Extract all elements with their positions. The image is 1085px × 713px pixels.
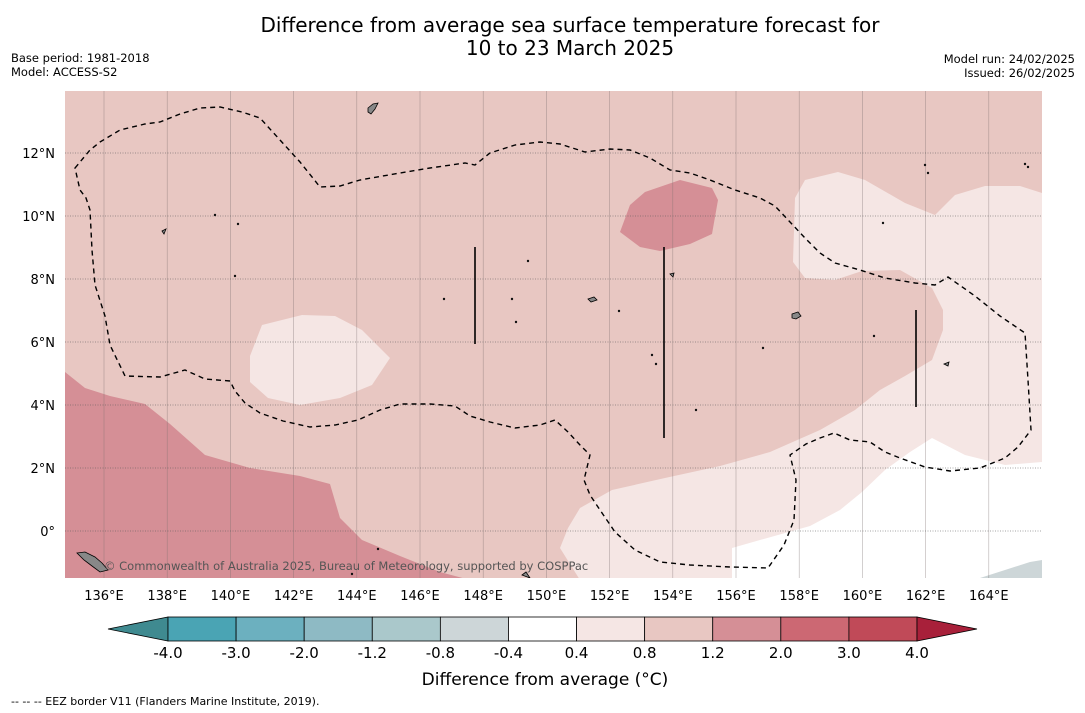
base-period-text: Base period: 1981-2018 — [11, 51, 150, 65]
longitude-label: 140°E — [211, 589, 251, 604]
legend-tick-label: -2.0 — [290, 644, 319, 662]
anomaly-light-region-west — [250, 315, 390, 405]
map-gridlines — [65, 91, 1042, 578]
longitude-label: 160°E — [843, 589, 883, 604]
longitude-label: 144°E — [337, 589, 377, 604]
latitude-label: 8°N — [31, 273, 56, 288]
longitude-label: 146°E — [400, 589, 440, 604]
legend-tick-label: -1.2 — [358, 644, 387, 662]
latitude-label: 2°N — [31, 462, 56, 477]
title-line-1: Difference from average sea surface temp… — [260, 13, 880, 37]
longitude-label: 148°E — [463, 589, 503, 604]
base-period-info: Base period: 1981-2018 Model: ACCESS-S2 — [11, 51, 150, 79]
legend-tick-label: -3.0 — [221, 644, 250, 662]
title-line-2: 10 to 23 March 2025 — [465, 36, 675, 60]
legend-color-segment — [848, 616, 918, 642]
longitude-axis-labels: 136°E 138°E 140°E 142°E 144°E 146°E 148°E 150°E… — [84, 589, 1008, 604]
longitude-label: 150°E — [527, 589, 567, 604]
copyright-credit: © Commonwealth of Australia 2025, Bureau… — [104, 559, 588, 573]
model-run-info: Model run: 24/02/2025 Issued: 26/02/2025 — [944, 52, 1075, 80]
longitude-label: 164°E — [969, 589, 1009, 604]
issued-text: Issued: 26/02/2025 — [964, 66, 1075, 80]
longitude-label: 162°E — [906, 589, 946, 604]
legend-tick-label: 3.0 — [837, 644, 861, 662]
legend-color-segment — [576, 616, 646, 642]
legend-color-segment — [235, 616, 305, 642]
anomaly-warm-region-southwest — [65, 372, 463, 578]
longitude-label: 152°E — [590, 589, 630, 604]
model-text: Model: ACCESS-S2 — [11, 65, 118, 79]
latitude-label: 4°N — [31, 399, 56, 414]
legend-tick-label: 0.4 — [565, 644, 589, 662]
map-title: Difference from average sea surface temp… — [170, 14, 970, 60]
legend-color-segment — [439, 616, 509, 642]
anomaly-neutral-region-southeast — [732, 438, 1042, 578]
latitude-label: 0° — [40, 525, 55, 540]
latitude-label: 6°N — [31, 336, 56, 351]
longitude-label: 154°E — [653, 589, 693, 604]
legend-tick-label: 4.0 — [905, 644, 929, 662]
legend-arrow-low — [107, 616, 169, 642]
legend-tick-label: 0.8 — [633, 644, 657, 662]
latitude-label: 12°N — [22, 147, 55, 162]
legend-color-segment — [371, 616, 441, 642]
legend-tick-label: -0.8 — [426, 644, 455, 662]
legend-color-segment — [712, 616, 782, 642]
legend-tick-label: -0.4 — [494, 644, 523, 662]
longitude-label: 138°E — [147, 589, 187, 604]
model-run-text: Model run: 24/02/2025 — [943, 52, 1075, 66]
legend-color-segment — [167, 616, 237, 642]
legend-color-segment — [303, 616, 373, 642]
anomaly-warm-patch-north — [620, 180, 718, 251]
legend-title: Difference from average (°C) — [421, 670, 669, 690]
anomaly-cool-corner — [980, 560, 1042, 578]
legend-color-segment — [508, 616, 577, 642]
legend-color-segment — [644, 616, 714, 642]
eez-border — [74, 106, 1032, 569]
eez-footnote: -- -- -- EEZ border V11 (Flanders Marine… — [11, 695, 320, 708]
latitude-axis-labels: 12°N 10°N 8°N 6°N 4°N 2°N 0° — [22, 147, 55, 540]
longitude-label: 136°E — [84, 589, 124, 604]
legend-color-segment — [780, 616, 850, 642]
latitude-label: 10°N — [22, 210, 55, 225]
legend-tick-label: -4.0 — [153, 644, 182, 662]
islands — [76, 102, 1030, 578]
legend-arrow-high — [916, 616, 978, 642]
longitude-label: 156°E — [716, 589, 756, 604]
legend-tick-label: 1.2 — [701, 644, 725, 662]
legend-tick-label: 2.0 — [769, 644, 793, 662]
longitude-label: 142°E — [274, 589, 314, 604]
longitude-label: 158°E — [779, 589, 819, 604]
